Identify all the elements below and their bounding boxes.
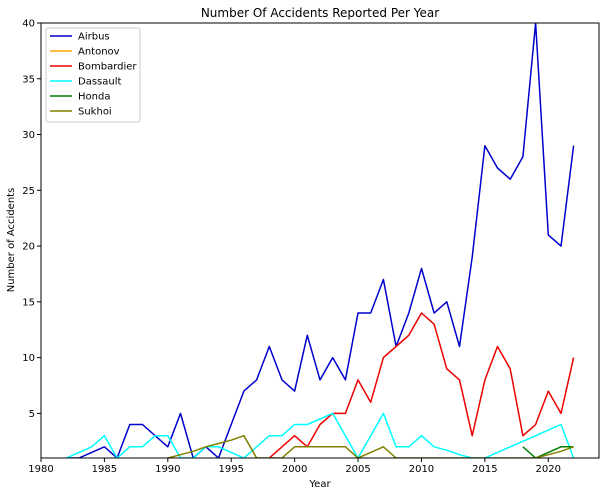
x-tick-label: 2015 <box>472 464 497 475</box>
y-tick-label: 25 <box>22 186 35 197</box>
y-axis: 5 10 15 20 25 30 35 40 <box>22 19 41 420</box>
x-tick-label: 1980 <box>28 464 53 475</box>
y-tick-label: 35 <box>22 74 35 85</box>
series-line-bombardier <box>268 312 575 458</box>
y-tick-label: 5 <box>29 409 35 420</box>
chart-title: Number Of Accidents Reported Per Year <box>201 6 439 20</box>
x-axis: 1980 1985 1990 1995 2000 2005 2010 2015 2020 <box>28 458 561 475</box>
y-axis-title: Number of Accidents <box>6 188 17 293</box>
y-tick-label: 20 <box>22 242 35 253</box>
x-tick-label: 1985 <box>92 464 117 475</box>
legend-label-bombardier: Bombardier <box>78 62 137 73</box>
x-tick-label: 2000 <box>282 464 307 475</box>
x-tick-label: 2020 <box>536 464 561 475</box>
series-layer <box>66 23 575 458</box>
series-line-honda <box>522 446 574 458</box>
legend-label-airbus: Airbus <box>78 32 110 43</box>
y-tick-label: 10 <box>22 353 35 364</box>
y-tick-label: 40 <box>22 19 35 30</box>
x-tick-label: 1990 <box>155 464 180 475</box>
y-tick-label: 30 <box>22 130 35 141</box>
series-line-sukhoi <box>167 434 574 458</box>
legend-label-antonov: Antonov <box>78 47 120 58</box>
series-line-airbus <box>66 23 575 458</box>
x-tick-label: 2010 <box>409 464 434 475</box>
y-tick-label: 15 <box>22 297 35 308</box>
plot-frame <box>40 22 600 459</box>
legend-label-honda: Honda <box>78 92 110 103</box>
legend-label-dassault: Dassault <box>78 77 121 88</box>
x-tick-label: 2005 <box>345 464 370 475</box>
x-tick-label: 1995 <box>219 464 244 475</box>
legend-label-sukhoi: Sukhoi <box>78 107 112 118</box>
series-line-dassault <box>66 412 575 458</box>
legend: Airbus Antonov Bombardier Dassault Honda Sukh… <box>45 27 141 123</box>
x-axis-title: Year <box>308 479 331 490</box>
